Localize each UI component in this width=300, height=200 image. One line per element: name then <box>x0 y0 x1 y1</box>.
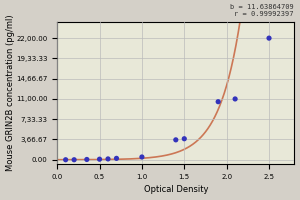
Point <box>173 138 178 141</box>
Point <box>84 158 89 161</box>
Point <box>106 157 110 161</box>
Point <box>140 155 144 159</box>
Point <box>216 100 220 103</box>
Point <box>233 97 238 101</box>
Point <box>114 157 119 160</box>
Point <box>63 158 68 161</box>
Point <box>182 137 187 140</box>
X-axis label: Optical Density: Optical Density <box>144 185 208 194</box>
Point <box>267 37 272 40</box>
Text: b = 11.63864709
r = 0.99992397: b = 11.63864709 r = 0.99992397 <box>230 4 294 17</box>
Point <box>72 158 76 161</box>
Point <box>97 158 102 161</box>
Y-axis label: Mouse GRIN2B concentration (pg/ml): Mouse GRIN2B concentration (pg/ml) <box>6 15 15 171</box>
